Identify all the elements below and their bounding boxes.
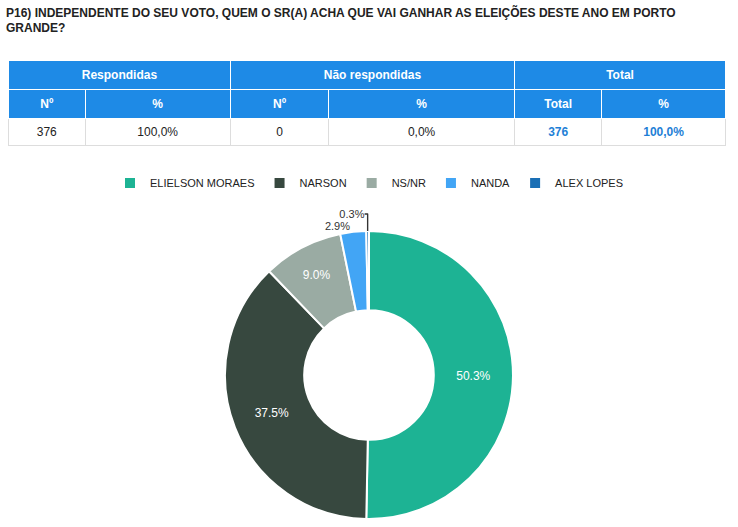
svg-text:50.3%: 50.3% xyxy=(456,369,490,383)
svg-text:2.9%: 2.9% xyxy=(325,220,350,232)
html-text:Total: Total xyxy=(606,68,634,82)
html-text:Total: Total xyxy=(544,97,572,111)
html-text:P16) INDEPENDENTE DO SEU VOTO,: P16) INDEPENDENTE DO SEU VOTO, QUEM O SR… xyxy=(6,6,676,35)
html-text:Nº: Nº xyxy=(273,97,287,111)
html-text:0,0%: 0,0% xyxy=(407,125,436,139)
html-text:Respondidas: Respondidas xyxy=(81,68,158,82)
html-text:376: 376 xyxy=(548,125,569,139)
html-text:Nº: Nº xyxy=(40,97,54,111)
svg-text:NS/NR: NS/NR xyxy=(392,177,426,189)
svg-text:37.5%: 37.5% xyxy=(255,406,289,420)
html-text:0: 0 xyxy=(276,125,283,139)
svg-text:NARSON: NARSON xyxy=(300,177,347,189)
svg-text:NANDA: NANDA xyxy=(471,177,510,189)
html-text:Não respondidas: Não respondidas xyxy=(323,68,422,82)
html-text:100,0%: 100,0% xyxy=(137,125,178,139)
svg-text:ALEX LOPES: ALEX LOPES xyxy=(555,177,623,189)
svg-text:0.3%: 0.3% xyxy=(339,208,364,220)
html-text:100,0%: 100,0% xyxy=(643,125,684,139)
svg-text:9.0%: 9.0% xyxy=(303,268,331,282)
svg-text:ELIELSON MORAES: ELIELSON MORAES xyxy=(150,177,255,189)
html-text:376: 376 xyxy=(36,125,57,139)
